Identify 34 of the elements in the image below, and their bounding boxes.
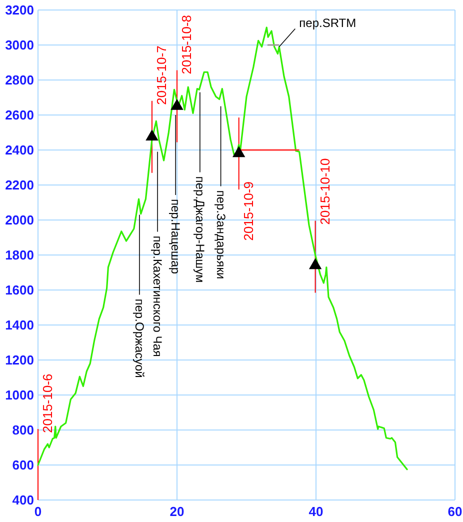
- y-tick-label: 3000: [5, 38, 34, 53]
- annotation: пер.Оржасуой: [132, 298, 146, 378]
- annotation: 2015-10-7: [154, 46, 169, 105]
- point: [146, 130, 158, 141]
- y-tick-label: 2800: [5, 72, 34, 88]
- y-tick-label: 800: [12, 422, 34, 438]
- x-tick-label: 0: [34, 504, 42, 519]
- annotation: 2015-10-6: [40, 374, 55, 433]
- y-tick-label: 2000: [5, 212, 34, 228]
- annotation: пер.Джагор-Нашум: [192, 176, 207, 283]
- y-tick-label: 1000: [5, 388, 34, 403]
- x-tick-label: 60: [448, 504, 462, 519]
- y-tick-label: 2200: [5, 178, 34, 193]
- y-tick-label: 600: [12, 458, 34, 473]
- point: [232, 146, 246, 158]
- y-tick-label: 2600: [5, 108, 34, 123]
- annotation: 2015-10-8: [179, 14, 194, 74]
- y-tick-label: 3200: [5, 2, 34, 18]
- y-tick-label: 1200: [5, 352, 34, 368]
- y-tick-label: 1800: [5, 248, 34, 263]
- y-tick-label: 2400: [5, 142, 34, 158]
- annotation: пер.SRTM: [299, 16, 356, 30]
- annotation: пер.Зандарьяки: [214, 190, 228, 280]
- annotation: 2015-10-9: [240, 182, 256, 241]
- point: [308, 258, 322, 270]
- x-tick-label: 40: [308, 504, 324, 519]
- y-tick-label: 1400: [5, 318, 34, 333]
- annotation: 2015-10-10: [317, 158, 332, 225]
- y-tick-label: 1600: [5, 282, 34, 298]
- annotation: пер.Кахетинского Чая: [150, 236, 165, 357]
- annotation: пер.Нацешар: [168, 199, 183, 274]
- y-tick-label: 400: [12, 492, 34, 508]
- x-tick-label: 20: [170, 504, 184, 519]
- point: [170, 98, 184, 110]
